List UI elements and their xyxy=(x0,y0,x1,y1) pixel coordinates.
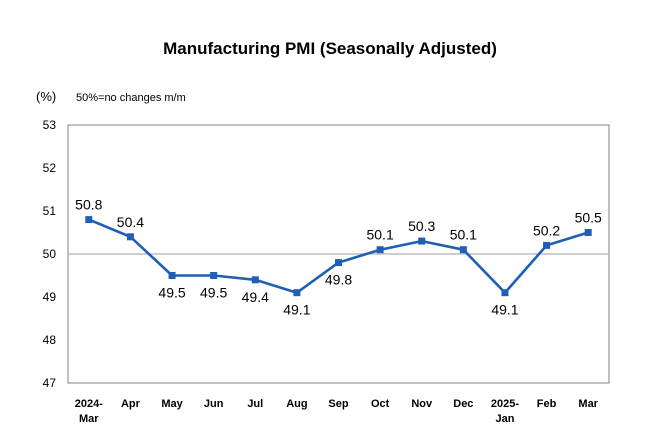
x-tick-label: Jan xyxy=(495,413,514,425)
data-point-marker xyxy=(251,276,259,284)
data-label: 50.2 xyxy=(533,222,560,238)
data-label: 50.1 xyxy=(450,227,477,243)
x-tick-label: Oct xyxy=(371,398,390,410)
chart-title: Manufacturing PMI (Seasonally Adjusted) xyxy=(163,39,497,58)
data-point-marker xyxy=(126,233,134,241)
x-tick-label: Aug xyxy=(286,398,307,410)
data-point-marker xyxy=(418,237,426,245)
y-unit-label: (%) xyxy=(36,89,56,104)
data-label: 50.5 xyxy=(575,210,602,226)
x-tick-label: Jun xyxy=(204,398,224,410)
data-point-marker xyxy=(501,289,509,297)
data-label: 49.5 xyxy=(200,285,227,301)
data-label: 49.4 xyxy=(242,289,269,305)
y-tick-label: 53 xyxy=(43,118,57,132)
data-label: 50.3 xyxy=(408,218,435,234)
data-label: 50.8 xyxy=(75,197,102,213)
chart-note: 50%=no changes m/m xyxy=(76,92,186,104)
y-tick-label: 51 xyxy=(43,204,57,218)
x-tick-label: May xyxy=(161,398,183,410)
data-label: 49.5 xyxy=(158,285,185,301)
y-tick-label: 47 xyxy=(43,376,57,390)
x-tick-label: Dec xyxy=(453,398,473,410)
y-tick-label: 48 xyxy=(43,333,57,347)
series-group: 50.8 50.4 49.5 49.5 49.4 49.1 49.8 50.1 50.3 50.1… xyxy=(75,197,602,318)
data-point-marker xyxy=(376,246,384,254)
data-point-marker xyxy=(293,289,301,297)
data-label: 49.8 xyxy=(325,272,352,288)
data-point-marker xyxy=(168,272,176,279)
data-label: 49.1 xyxy=(491,302,518,318)
y-axis-ticks: 47 48 49 50 51 52 53 xyxy=(43,118,57,390)
data-label: 49.1 xyxy=(283,302,310,318)
x-tick-label: 2024- xyxy=(75,398,103,410)
data-point-marker xyxy=(543,241,551,249)
data-point-marker xyxy=(335,259,342,267)
x-tick-label: 2025- xyxy=(491,398,519,410)
data-point-marker xyxy=(85,216,93,224)
y-tick-label: 52 xyxy=(43,161,57,175)
data-label: 50.4 xyxy=(117,214,144,230)
data-point-marker xyxy=(210,272,218,279)
x-axis-ticks: 2024- Mar Apr May Jun Jul Aug Sep Oct Nov Dec 2025-… xyxy=(75,398,599,425)
x-tick-label: Mar xyxy=(578,398,598,410)
x-tick-label: Sep xyxy=(328,398,348,410)
data-point-marker xyxy=(459,246,467,254)
x-tick-label: Apr xyxy=(121,398,141,410)
y-tick-label: 50 xyxy=(43,247,57,261)
x-tick-label: Mar xyxy=(79,413,99,425)
x-tick-label: Nov xyxy=(411,398,433,410)
y-tick-label: 49 xyxy=(43,290,57,304)
data-label: 50.1 xyxy=(366,227,393,243)
x-tick-label: Jul xyxy=(247,398,263,410)
data-point-marker xyxy=(584,229,592,236)
x-tick-label: Feb xyxy=(537,398,557,410)
